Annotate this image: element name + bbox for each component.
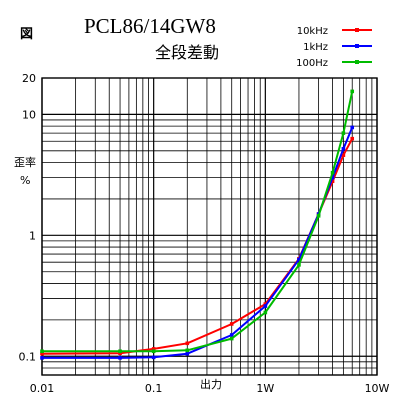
x-axis-label: 出力 <box>200 377 222 391</box>
data-point <box>151 347 156 351</box>
data-point <box>341 146 346 151</box>
grid <box>41 77 378 376</box>
data-point <box>118 356 122 360</box>
data-point <box>229 333 234 337</box>
x-tick-label: 0.01 <box>30 382 55 395</box>
legend-marker <box>355 60 359 64</box>
tick-labels: 0.01 0.1 1W 10W 0.1 1 10 20 <box>19 72 390 395</box>
data-point <box>40 356 44 360</box>
data-point <box>151 355 156 360</box>
legend-label: 100Hz <box>296 58 328 69</box>
data-point <box>350 136 355 141</box>
data-point <box>118 351 122 356</box>
data-point <box>118 349 122 354</box>
data-point <box>185 341 190 346</box>
data-point <box>40 351 44 356</box>
plot-frame <box>41 77 378 376</box>
legend-label: 10kHz <box>297 26 328 37</box>
data-point <box>350 89 355 94</box>
data-point <box>40 349 44 354</box>
data-point <box>297 263 301 267</box>
series-lines <box>40 89 355 360</box>
y-tick-label: 1 <box>29 229 36 242</box>
y-tick-label: 0.1 <box>19 350 37 363</box>
y-tick-label: 10 <box>22 108 36 121</box>
legend-marker <box>355 28 359 32</box>
y-axis-label-top: 歪率 <box>14 155 36 169</box>
legend-label: 1kHz <box>303 42 328 53</box>
data-point <box>330 170 335 175</box>
legend: 10kHz 1kHz 100Hz <box>296 26 372 69</box>
data-point <box>263 310 268 315</box>
x-tick-label: 10W <box>365 382 390 395</box>
chart-title: PCL86/14GW8 <box>84 14 216 38</box>
x-tick-label: 1W <box>256 382 274 395</box>
data-point <box>229 322 234 326</box>
data-point <box>330 175 335 180</box>
data-point <box>316 214 321 218</box>
data-point <box>263 304 268 308</box>
data-point <box>341 153 346 157</box>
y-axis-label-bottom: % <box>20 174 30 187</box>
data-point <box>297 257 301 262</box>
data-point <box>185 348 190 353</box>
data-point <box>350 125 355 130</box>
data-point <box>263 302 268 306</box>
data-point <box>330 179 335 184</box>
data-point <box>151 349 156 354</box>
x-tick-label: 0.1 <box>145 382 163 395</box>
chart-subtitle: 全段差動 <box>155 43 219 62</box>
data-point <box>185 351 190 356</box>
legend-marker <box>355 44 359 48</box>
data-point <box>341 131 346 135</box>
data-point <box>229 336 234 341</box>
corner-label: 図 <box>20 27 33 42</box>
y-tick-label: 20 <box>22 72 36 85</box>
